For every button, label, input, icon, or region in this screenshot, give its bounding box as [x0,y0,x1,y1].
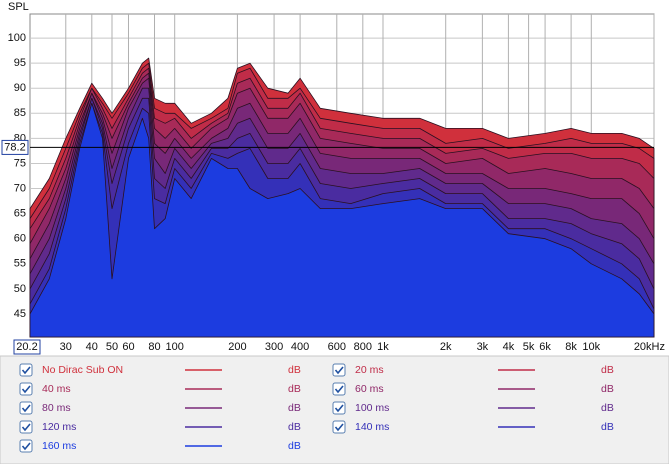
y-tick-label: 55 [14,258,26,270]
legend-label: No Dirac Sub ON [42,364,123,376]
x-tick-label: 1k [377,341,389,353]
x-tick-label: 600 [328,341,346,353]
x-tick-label: 60 [122,341,134,353]
checkmark [334,385,344,394]
checkbox[interactable] [332,401,346,415]
legend-unit: dB [601,383,614,395]
x-tick-label: 800 [354,341,372,353]
legend-item: 20 ms dB [332,363,614,377]
cursor-label: 78.2 [4,141,25,153]
x-tick-label: 200 [228,341,246,353]
legend-item: 100 ms dB [332,401,614,415]
x-start-label: 20.2 [16,341,37,353]
checkbox[interactable] [332,382,346,396]
y-tick-label: 85 [14,107,26,119]
legend-item: 80 ms dB [19,401,301,415]
legend-item: 120 ms dB [19,420,301,434]
x-tick-label: 5k [523,341,535,353]
y-tick-label: 45 [14,308,26,320]
y-tick-label: 95 [14,57,26,69]
legend-unit: dB [288,440,301,452]
legend-item: 140 ms dB [332,420,614,434]
x-tick-label: 80 [148,341,160,353]
cursor-box [1,139,29,155]
checkbox[interactable] [19,439,33,453]
y-tick-label: 70 [14,182,26,194]
legend-label: 120 ms [42,421,76,433]
legend-unit: dB [288,383,301,395]
x-tick-label: 3k [477,341,489,353]
y-axis-label: SPL [8,1,29,13]
x-tick-label: 50 [106,341,118,353]
legend-label: 80 ms [42,402,71,414]
checkbox[interactable] [19,363,33,377]
y-tick-label: 50 [14,283,26,295]
checkbox[interactable] [19,420,33,434]
y-tick-label: 90 [14,82,26,94]
y-tick-label: 60 [14,233,26,245]
x-tick-label: 300 [265,341,283,353]
checkbox[interactable] [19,401,33,415]
legend-item: 160 ms dB [19,439,301,453]
checkmark [21,366,31,375]
legend-unit: dB [601,402,614,414]
checkmark [21,385,31,394]
x-tick-label: 30 [60,341,72,353]
checkmark [334,366,344,375]
x-start-box [13,339,41,355]
legend-label: 40 ms [42,383,71,395]
legend-item: 60 ms dB [332,382,614,396]
checkbox[interactable] [332,420,346,434]
legend-unit: dB [601,421,614,433]
x-tick-label: 100 [166,341,184,353]
legend-unit: dB [288,364,301,376]
x-tick-label: 2k [440,341,452,353]
legend-unit: dB [601,364,614,376]
legend-label: 60 ms [355,383,384,395]
legend-label: 140 ms [355,421,389,433]
legend-item: No Dirac Sub ON dB [19,363,301,377]
checkmark [21,442,31,451]
checkbox[interactable] [332,363,346,377]
checkmark [334,423,344,432]
x-tick-label: 8k [565,341,577,353]
legend-unit: dB [288,402,301,414]
x-tick-label: 6k [539,341,551,353]
y-tick-label: 75 [14,157,26,169]
legend-item: 40 ms dB [19,382,301,396]
checkmark [21,423,31,432]
x-tick-label: 10k [582,341,600,353]
x-tick-label: 400 [291,341,309,353]
y-tick-label: 100 [8,32,26,44]
x-tick-label: 4k [503,341,515,353]
legend-unit: dB [288,421,301,433]
legend-label: 20 ms [355,364,384,376]
x-tick-label: 20kHz [634,341,665,353]
checkmark [334,404,344,413]
legend-label: 100 ms [355,402,389,414]
x-tick-label: 40 [86,341,98,353]
legend-label: 160 ms [42,440,76,452]
area [29,102,655,338]
checkmark [21,404,31,413]
checkbox[interactable] [19,382,33,396]
y-tick-label: 65 [14,208,26,220]
